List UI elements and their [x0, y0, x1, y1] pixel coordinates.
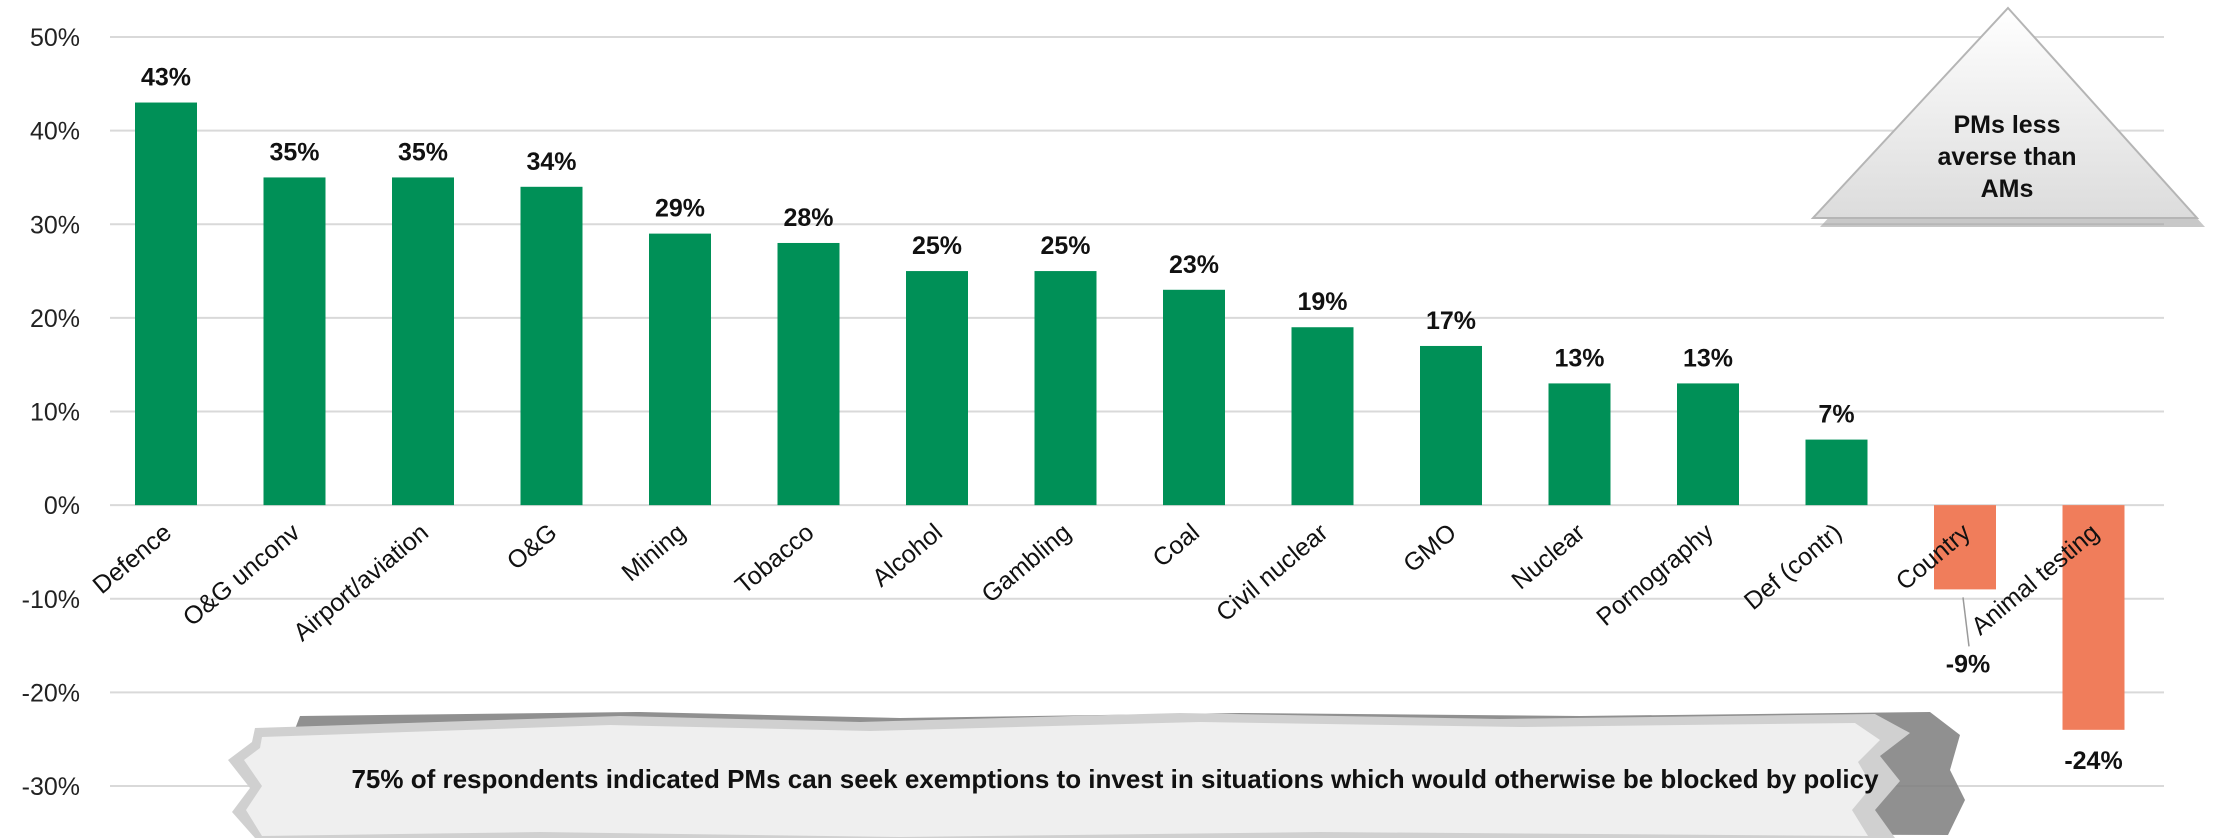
data-label: 23%	[1169, 251, 1219, 279]
data-label: 17%	[1426, 307, 1476, 335]
data-label: -24%	[2064, 747, 2122, 775]
data-label: 13%	[1683, 344, 1733, 372]
data-label: 13%	[1554, 344, 1604, 372]
data-label: 25%	[912, 232, 962, 260]
bar	[135, 102, 197, 506]
x-tick-label: Defence	[88, 518, 177, 599]
bar	[1163, 289, 1225, 506]
y-tick-label: 10%	[30, 399, 80, 427]
x-tick-label: Coal	[1147, 518, 1204, 573]
bar	[1934, 505, 1996, 590]
x-tick-label: GMO	[1398, 518, 1462, 578]
bar	[649, 233, 711, 506]
y-tick-label: -20%	[22, 679, 80, 707]
x-tick-label: Tobacco	[730, 518, 819, 599]
banner-text: 75% of respondents indicated PMs can see…	[351, 764, 1879, 794]
triangle-callout: PMs less averse than AMs	[1810, 6, 2205, 227]
y-tick-label: 30%	[30, 211, 80, 239]
callout-line-2: averse than	[1938, 143, 2077, 171]
data-label: 7%	[1818, 401, 1854, 429]
bar	[1291, 327, 1354, 506]
data-label: 28%	[783, 204, 833, 232]
x-tick-label: Nuclear	[1506, 518, 1590, 595]
x-tick-label: Civil nuclear	[1211, 518, 1333, 627]
callout-line-3: AMs	[1981, 175, 2034, 203]
label-leader-line	[1962, 597, 1970, 647]
x-tick-label: Airport/aviation	[288, 518, 434, 647]
x-tick-label: Gambling	[976, 518, 1076, 608]
bar	[1420, 345, 1482, 506]
y-tick-label: 20%	[30, 305, 80, 333]
bar	[1034, 271, 1097, 506]
x-tick-label: Alcohol	[867, 518, 948, 592]
x-tick-label: Pornography	[1591, 518, 1719, 632]
data-label: 35%	[269, 138, 319, 166]
bar	[2062, 505, 2125, 730]
y-tick-label: 40%	[30, 118, 80, 146]
bar	[1677, 383, 1739, 506]
data-label: 35%	[398, 138, 448, 166]
y-tick-label: -10%	[22, 586, 80, 614]
x-tick-label: O&G	[502, 518, 563, 575]
x-tick-label: O&G unconv	[178, 518, 306, 632]
bar	[1548, 383, 1611, 506]
x-tick-label: Def (contr)	[1739, 518, 1847, 615]
bar	[263, 177, 326, 506]
bar	[392, 177, 454, 506]
y-tick-label: 50%	[30, 24, 80, 52]
callout-line-1: PMs less	[1953, 111, 2060, 139]
bar	[906, 271, 968, 506]
exemption-banner: 75% of respondents indicated PMs can see…	[228, 712, 1965, 838]
bar	[1805, 439, 1868, 506]
data-label: 19%	[1297, 288, 1347, 316]
data-label: 34%	[526, 148, 576, 176]
y-tick-label: -30%	[22, 773, 80, 801]
data-label: 25%	[1040, 232, 1090, 260]
data-label: -9%	[1946, 650, 1990, 678]
y-tick-label: 0%	[44, 492, 80, 520]
y-axis-ticks: 50% 40% 30% 20% 10% 0% -10% -20% -30%	[22, 24, 80, 801]
bars	[135, 102, 2125, 730]
x-tick-label: Mining	[616, 518, 690, 587]
data-label: 29%	[655, 195, 705, 223]
data-label: 43%	[141, 64, 191, 92]
bar	[777, 242, 840, 506]
bar	[520, 186, 583, 506]
data-labels: 43% 35% 35% 34% 29% 28% 25% 25% 23% 19% 17% 13% 13% 7…	[141, 64, 2123, 775]
